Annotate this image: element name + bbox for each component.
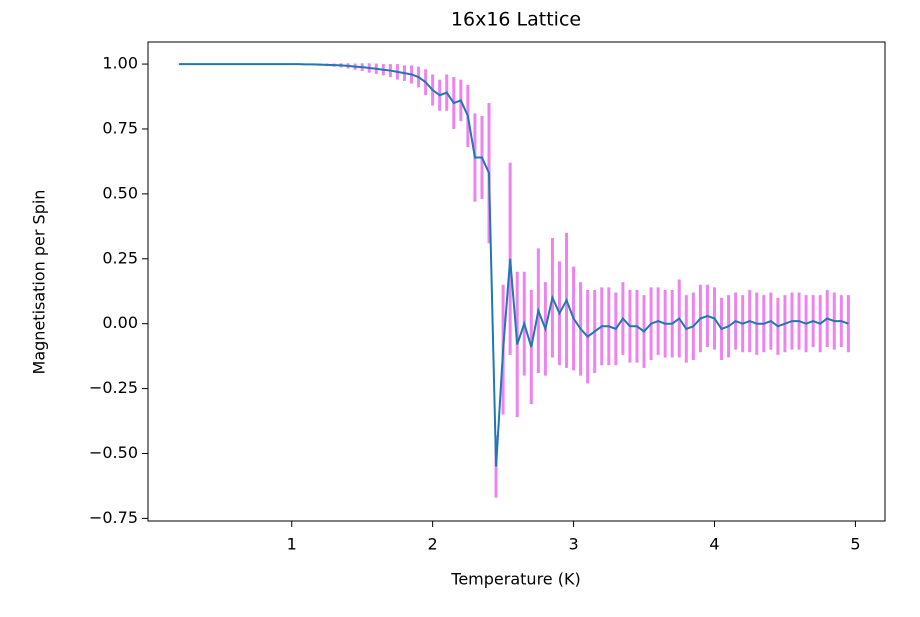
y-tick-label: 1.00 <box>102 54 138 73</box>
chart-title: 16x16 Lattice <box>451 9 581 31</box>
plot-frame <box>147 41 886 522</box>
x-tick-label: 3 <box>568 535 578 554</box>
y-tick-label: 0.75 <box>102 118 138 137</box>
y-tick-label: −0.50 <box>89 443 138 462</box>
x-tick-label: 4 <box>709 535 719 554</box>
y-tick-label: −0.25 <box>89 378 138 397</box>
data-line <box>179 63 849 467</box>
y-tick-label: 0.25 <box>102 248 138 267</box>
y-axis-label: Magnetisation per Spin <box>30 190 49 375</box>
y-tick-label: −0.75 <box>89 508 138 527</box>
x-axis-label: Temperature (K) <box>450 570 580 589</box>
x-tick-label: 5 <box>850 535 860 554</box>
y-tick-label: 0.00 <box>102 313 138 332</box>
x-tick-label: 2 <box>428 535 438 554</box>
x-tick-label: 1 <box>287 535 297 554</box>
y-tick-label: 0.50 <box>102 183 138 202</box>
